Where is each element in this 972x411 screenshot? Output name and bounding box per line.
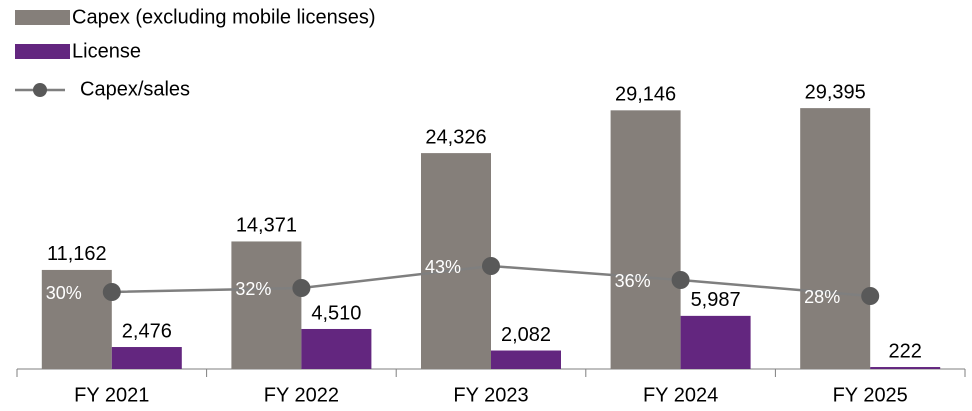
data-label: 222: [889, 340, 922, 362]
data-label: 11,162: [47, 243, 107, 265]
legend-swatch: [15, 10, 70, 25]
legend-label: Capex (excluding mobile licenses): [72, 6, 375, 28]
legend-label: Capex/sales: [80, 78, 190, 100]
x-tick-label: FY 2023: [453, 384, 528, 406]
bar: [870, 367, 941, 369]
marker: [482, 257, 500, 275]
x-tick-label: FY 2025: [833, 384, 908, 406]
legend-swatch: [15, 44, 70, 59]
marker: [671, 271, 690, 289]
bar: [680, 315, 751, 369]
bar: [800, 108, 871, 369]
x-tick-label: FY 2022: [264, 384, 339, 406]
data-label: 2,082: [501, 324, 551, 346]
data-label: 29,395: [805, 81, 866, 103]
data-label: 24,326: [425, 126, 486, 148]
bar: [231, 241, 302, 369]
bar: [491, 350, 561, 369]
data-label: 36%: [615, 271, 651, 291]
bar: [421, 153, 491, 369]
x-tick-label: FY 2021: [74, 384, 149, 406]
legend-label: License: [72, 40, 141, 62]
marker: [861, 287, 880, 305]
data-label: 32%: [235, 279, 271, 299]
marker: [102, 283, 121, 301]
marker: [292, 279, 311, 297]
data-label: 14,371: [236, 215, 297, 237]
x-tick-label: FY 2024: [643, 384, 718, 406]
data-label: 43%: [425, 257, 461, 277]
bar: [111, 347, 182, 369]
data-label: 5,987: [691, 289, 741, 311]
legend-marker: [33, 83, 47, 97]
data-label: 30%: [46, 283, 82, 303]
data-label: 28%: [804, 287, 840, 307]
data-label: 29,146: [615, 84, 676, 106]
bar: [301, 328, 372, 369]
bar: [610, 110, 681, 369]
bar: [41, 269, 112, 369]
data-label: 2,476: [122, 320, 172, 342]
data-label: 4,510: [311, 302, 361, 324]
